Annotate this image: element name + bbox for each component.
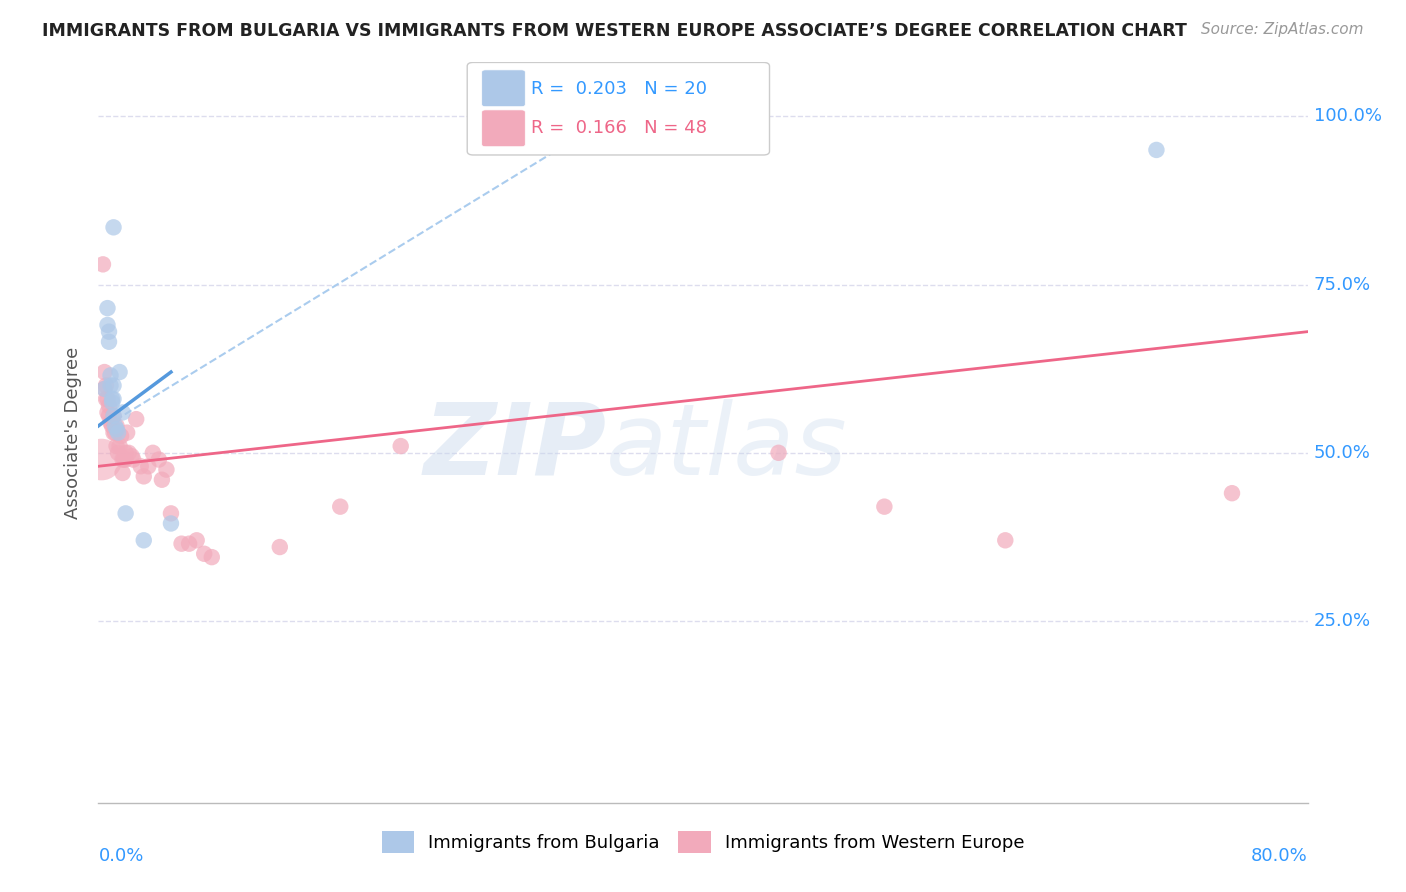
Point	[160, 507, 183, 521]
Point	[96, 318, 118, 332]
Text: atlas: atlas	[606, 399, 848, 496]
Point	[111, 452, 134, 467]
Point	[111, 405, 134, 419]
Point	[125, 412, 148, 426]
Point	[107, 425, 129, 440]
Point	[94, 392, 117, 406]
Point	[100, 416, 122, 430]
Y-axis label: Associate's Degree: Associate's Degree	[63, 346, 82, 519]
Point	[114, 507, 136, 521]
Text: IMMIGRANTS FROM BULGARIA VS IMMIGRANTS FROM WESTERN EUROPE ASSOCIATE’S DEGREE CO: IMMIGRANTS FROM BULGARIA VS IMMIGRANTS F…	[42, 22, 1187, 40]
Point	[98, 325, 121, 339]
Point	[103, 220, 125, 235]
Text: 75.0%: 75.0%	[1313, 276, 1371, 293]
Point	[104, 418, 127, 433]
Legend: Immigrants from Bulgaria, Immigrants from Western Europe: Immigrants from Bulgaria, Immigrants fro…	[374, 824, 1032, 861]
Text: 80.0%: 80.0%	[1251, 847, 1308, 865]
Point	[105, 439, 128, 453]
Point	[112, 452, 135, 467]
Point	[132, 533, 155, 548]
Point	[150, 473, 173, 487]
Point	[104, 425, 127, 440]
Point	[873, 500, 896, 514]
Point	[201, 550, 224, 565]
Point	[108, 439, 131, 453]
Point	[96, 405, 118, 419]
Point	[768, 446, 790, 460]
Text: 50.0%: 50.0%	[1313, 444, 1371, 462]
Point	[93, 365, 115, 379]
Point	[129, 459, 152, 474]
Point	[98, 334, 121, 349]
Point	[101, 418, 124, 433]
FancyBboxPatch shape	[482, 70, 526, 107]
Point	[118, 446, 141, 460]
Point	[108, 365, 131, 379]
FancyBboxPatch shape	[467, 62, 769, 155]
Point	[136, 459, 159, 474]
Point	[96, 301, 118, 315]
Point	[103, 392, 125, 406]
Point	[132, 469, 155, 483]
Point	[107, 446, 129, 460]
Point	[111, 466, 134, 480]
Point	[101, 395, 124, 409]
Point	[114, 452, 136, 467]
Point	[100, 368, 122, 383]
Point	[179, 536, 201, 550]
Point	[103, 425, 125, 440]
Point	[101, 392, 124, 406]
Point	[90, 452, 112, 467]
Point	[91, 257, 114, 271]
Point	[121, 449, 143, 463]
Point	[994, 533, 1017, 548]
Point	[170, 536, 193, 550]
Point	[105, 418, 128, 433]
Point	[269, 540, 291, 554]
Text: R =  0.203   N = 20: R = 0.203 N = 20	[531, 80, 707, 98]
Text: Source: ZipAtlas.com: Source: ZipAtlas.com	[1201, 22, 1364, 37]
Point	[329, 500, 352, 514]
Text: ZIP: ZIP	[423, 399, 606, 496]
Text: 0.0%: 0.0%	[98, 847, 143, 865]
Point	[103, 378, 125, 392]
Point	[105, 422, 128, 436]
Text: 100.0%: 100.0%	[1313, 107, 1382, 125]
Point	[389, 439, 412, 453]
Point	[602, 129, 624, 144]
Text: R =  0.166   N = 48: R = 0.166 N = 48	[531, 120, 707, 137]
Point	[98, 399, 121, 413]
Point	[155, 462, 177, 476]
Point	[94, 378, 117, 392]
Point	[103, 409, 125, 423]
Point	[160, 516, 183, 531]
Point	[142, 446, 165, 460]
Point	[100, 378, 122, 392]
Point	[1144, 143, 1167, 157]
Point	[115, 425, 138, 440]
Point	[186, 533, 208, 548]
Point	[98, 409, 121, 423]
Point	[114, 446, 136, 460]
Point	[148, 452, 170, 467]
Point	[122, 452, 145, 467]
Point	[110, 429, 132, 443]
FancyBboxPatch shape	[482, 110, 526, 146]
Point	[1220, 486, 1243, 500]
Point	[193, 547, 215, 561]
Point	[93, 382, 115, 396]
Point	[96, 392, 118, 406]
Point	[103, 409, 125, 423]
Text: 25.0%: 25.0%	[1313, 612, 1371, 630]
Point	[93, 382, 115, 396]
